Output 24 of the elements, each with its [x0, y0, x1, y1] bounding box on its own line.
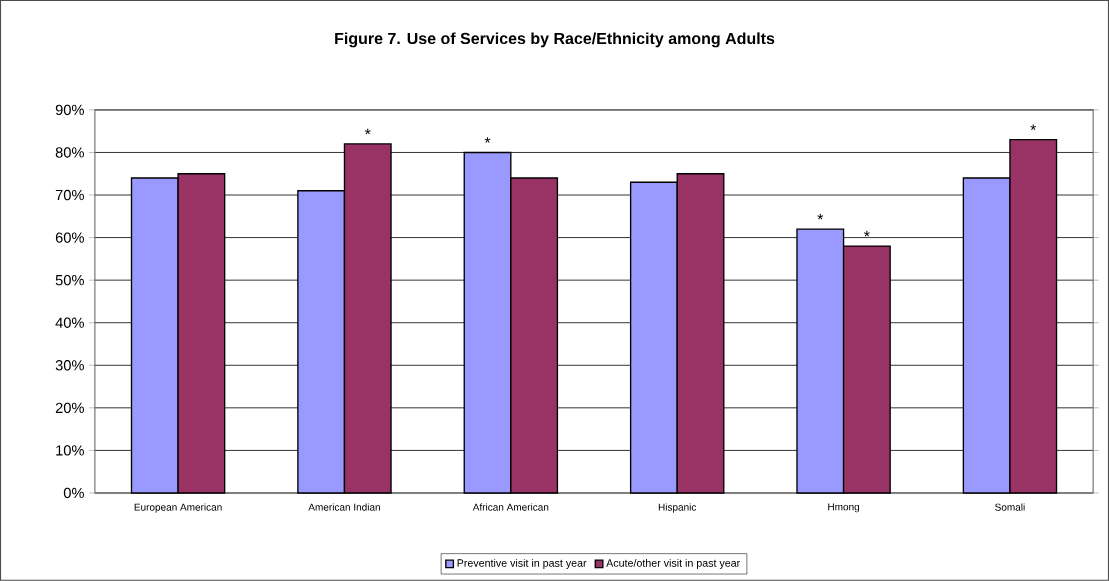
- data-label: *: [864, 230, 870, 237]
- y-tick-label: 70%: [55, 189, 84, 201]
- y-tick-label: 20%: [55, 402, 84, 414]
- y-tick-label: 90%: [55, 104, 84, 116]
- y-tick-label: 50%: [55, 275, 84, 286]
- y-tick-label: 10%: [56, 445, 84, 456]
- y-tick-label: 40%: [55, 317, 84, 328]
- legend-label: Preventive visit in past year: [457, 559, 587, 569]
- chart-title: Figure 7. Use of Services by Race/Ethnicity among Adults: [335, 32, 775, 48]
- x-tick-label: African American: [472, 503, 549, 511]
- x-tick-label: Somali: [995, 503, 1025, 511]
- y-tick-label: 60%: [55, 232, 84, 243]
- x-tick-label: Hmong: [828, 503, 860, 513]
- legend-label: Acute/other visit in past year: [606, 559, 741, 569]
- x-tick-label: European American: [134, 503, 222, 513]
- y-tick-label: 0%: [63, 487, 84, 499]
- data-label: *: [364, 128, 371, 135]
- y-tick-label: 80%: [55, 147, 84, 158]
- y-tick-label: 30%: [55, 360, 84, 371]
- data-label: *: [1030, 124, 1037, 131]
- x-tick-label: American Indian: [308, 503, 380, 511]
- x-tick-label: Hispanic: [658, 503, 697, 513]
- data-label: *: [817, 213, 824, 220]
- data-label: *: [484, 137, 491, 143]
